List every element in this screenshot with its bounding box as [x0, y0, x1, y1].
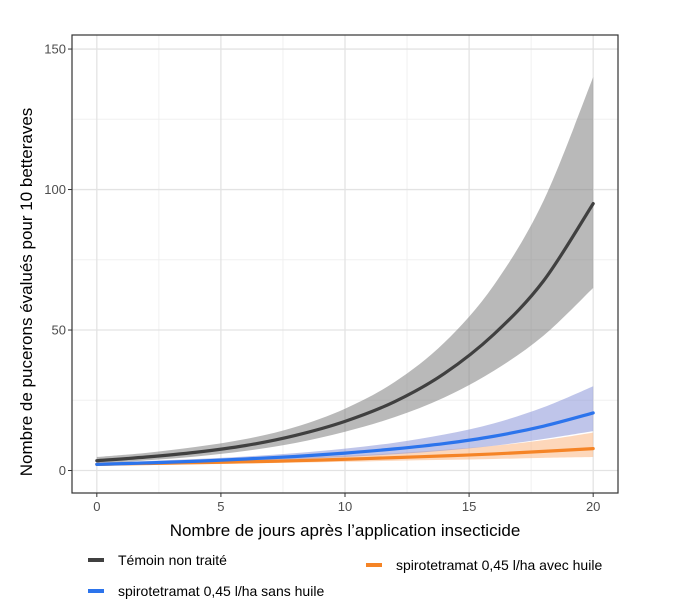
confidence-bands — [96, 77, 594, 466]
x-tick-label: 5 — [217, 499, 224, 514]
y-tick-label: 0 — [59, 463, 66, 478]
x-tick-label: 10 — [338, 499, 352, 514]
series-lines — [95, 201, 595, 466]
gridlines — [72, 35, 618, 493]
y-tick-label: 150 — [44, 42, 66, 57]
confidence-band-avec-huile — [96, 432, 594, 466]
y-axis-title: Nombre de pucerons évalués pour 10 bette… — [17, 108, 36, 477]
axis-ticks — [68, 48, 594, 497]
y-tick-label: 100 — [44, 182, 66, 197]
x-axis-title: Nombre de jours après l’application inse… — [170, 521, 521, 540]
y-tick-label: 50 — [52, 323, 66, 338]
confidence-band-sans-huile — [96, 386, 594, 466]
series-line-sans-huile — [95, 411, 595, 466]
series-line-temoin — [95, 201, 595, 463]
x-tick-label: 0 — [93, 499, 100, 514]
confidence-band-temoin — [96, 77, 594, 464]
x-tick-label: 15 — [462, 499, 476, 514]
axis-tick-labels: 0 5 10 15 20 0 50 100 150 — [44, 42, 600, 514]
x-tick-label: 20 — [586, 499, 600, 514]
